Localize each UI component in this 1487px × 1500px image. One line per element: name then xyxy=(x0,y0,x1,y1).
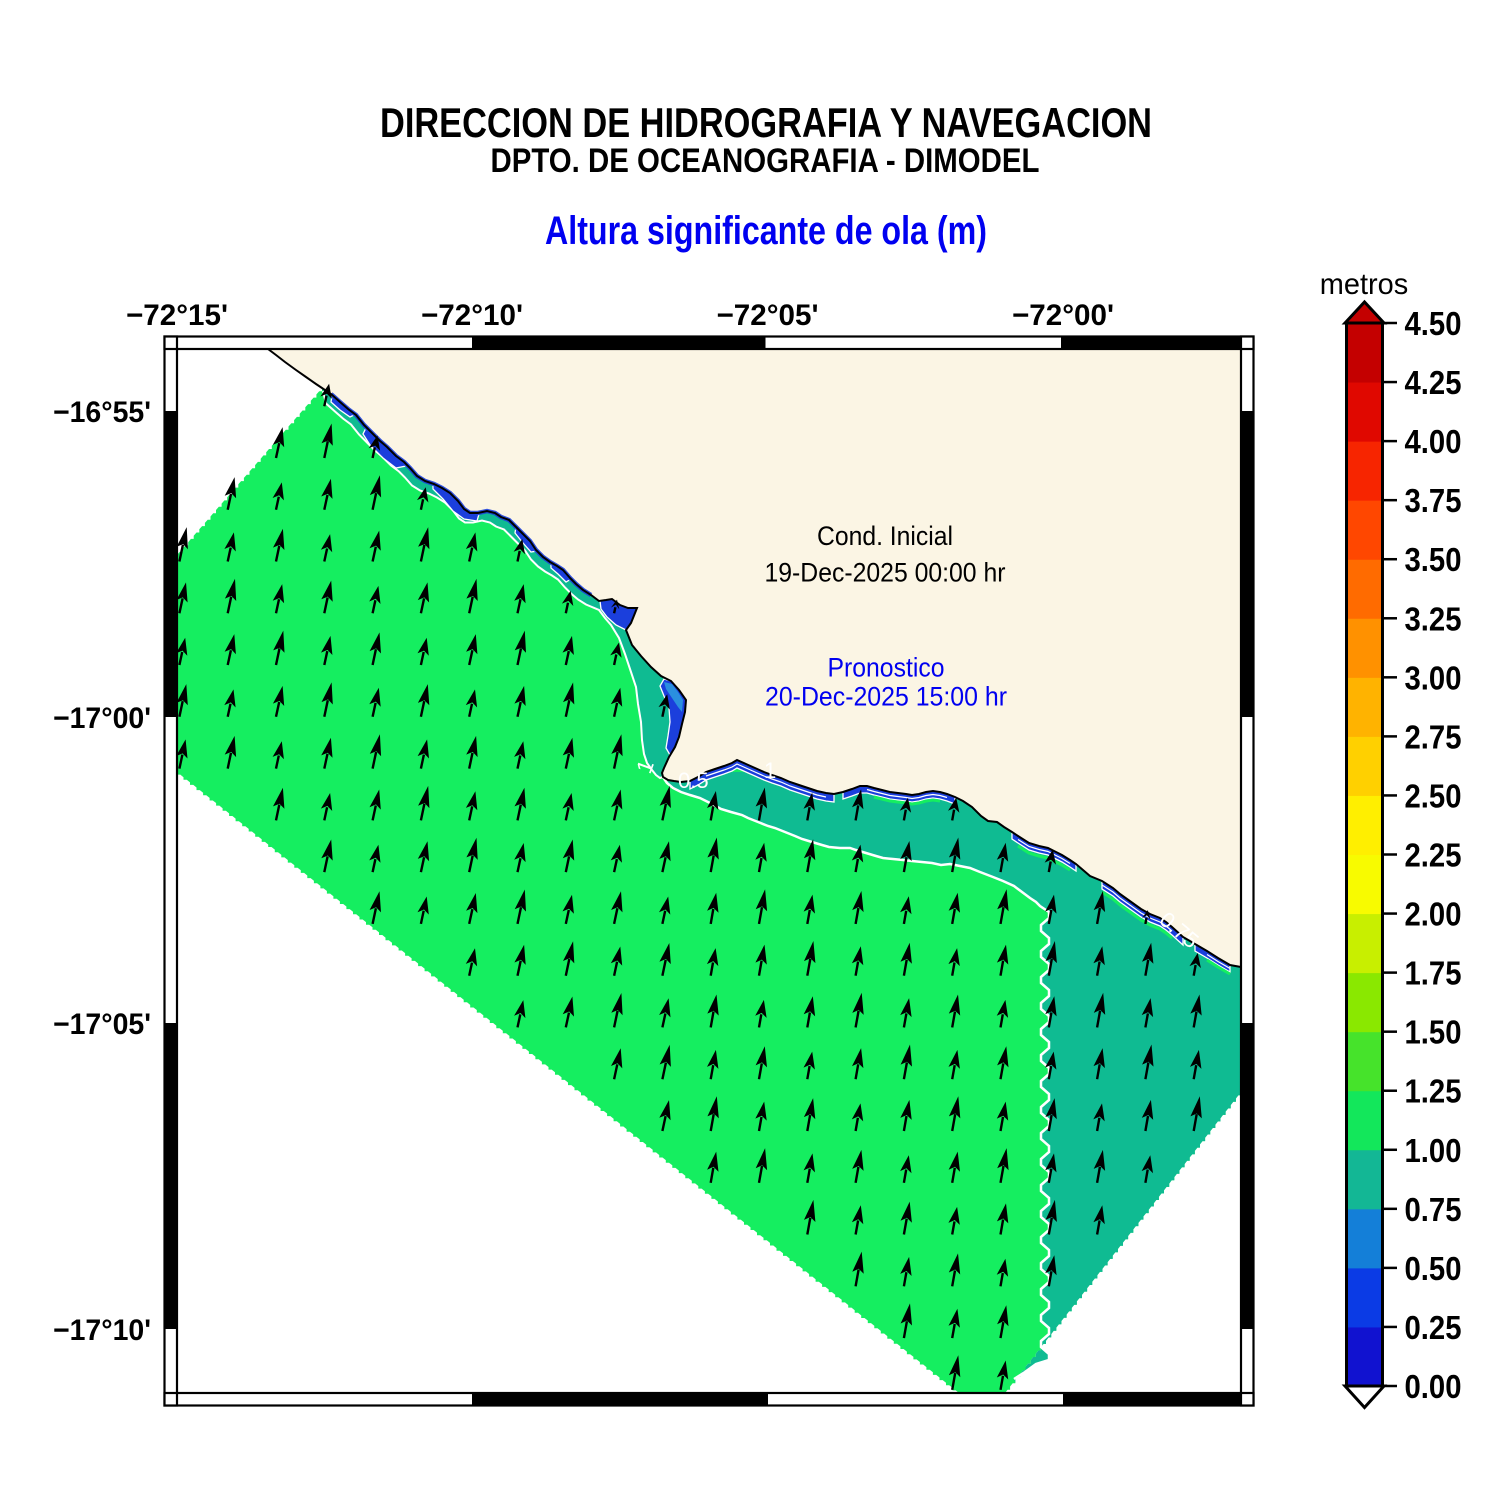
svg-text:20-Dec-2025 15:00 hr: 20-Dec-2025 15:00 hr xyxy=(765,682,1007,712)
svg-text:DPTO. DE OCEANOGRAFIA - DIMODE: DPTO. DE OCEANOGRAFIA - DIMODEL xyxy=(491,142,1040,180)
svg-text:3.00: 3.00 xyxy=(1405,659,1462,696)
svg-text:Cond. Inicial: Cond. Inicial xyxy=(817,521,953,551)
svg-text:0.50: 0.50 xyxy=(1405,1250,1462,1287)
svg-text:−72°05': −72°05' xyxy=(717,299,819,332)
svg-text:1: 1 xyxy=(764,758,776,783)
svg-text:−17°00': −17°00' xyxy=(53,702,151,735)
svg-text:3.75: 3.75 xyxy=(1405,482,1462,519)
svg-text:−72°10': −72°10' xyxy=(421,299,523,332)
svg-text:0.75: 0.75 xyxy=(1405,1191,1462,1228)
svg-text:4.25: 4.25 xyxy=(1405,364,1462,401)
svg-text:1.25: 1.25 xyxy=(1405,1073,1462,1110)
svg-text:metros: metros xyxy=(1320,268,1408,301)
svg-text:−72°00': −72°00' xyxy=(1012,299,1114,332)
svg-text:2.25: 2.25 xyxy=(1405,837,1462,874)
svg-text:3.50: 3.50 xyxy=(1405,541,1462,578)
svg-text:−17°05': −17°05' xyxy=(53,1008,151,1041)
svg-text:4.50: 4.50 xyxy=(1405,305,1462,342)
svg-text:1.00: 1.00 xyxy=(1405,1132,1462,1169)
svg-text:0.25: 0.25 xyxy=(1405,1309,1462,1346)
svg-text:−72°15': −72°15' xyxy=(126,299,228,332)
svg-text:0.00: 0.00 xyxy=(1405,1368,1462,1405)
svg-text:4.00: 4.00 xyxy=(1405,423,1462,460)
svg-text:−17°10': −17°10' xyxy=(53,1314,151,1347)
svg-text:DIRECCION DE HIDROGRAFIA Y NAV: DIRECCION DE HIDROGRAFIA Y NAVEGACION xyxy=(380,99,1152,146)
svg-text:2.75: 2.75 xyxy=(1405,718,1462,755)
svg-text:−16°55': −16°55' xyxy=(53,396,151,429)
svg-text:1.75: 1.75 xyxy=(1405,955,1462,992)
svg-text:Altura significante de ola (m): Altura significante de ola (m) xyxy=(545,209,987,253)
svg-text:3.25: 3.25 xyxy=(1405,600,1462,637)
svg-text:Pronostico: Pronostico xyxy=(828,653,945,683)
svg-text:2.00: 2.00 xyxy=(1405,896,1462,933)
svg-text:19-Dec-2025 00:00 hr: 19-Dec-2025 00:00 hr xyxy=(765,558,1006,588)
svg-text:0.5: 0.5 xyxy=(678,768,709,793)
svg-text:2.50: 2.50 xyxy=(1405,777,1462,814)
svg-text:1.50: 1.50 xyxy=(1405,1014,1462,1051)
